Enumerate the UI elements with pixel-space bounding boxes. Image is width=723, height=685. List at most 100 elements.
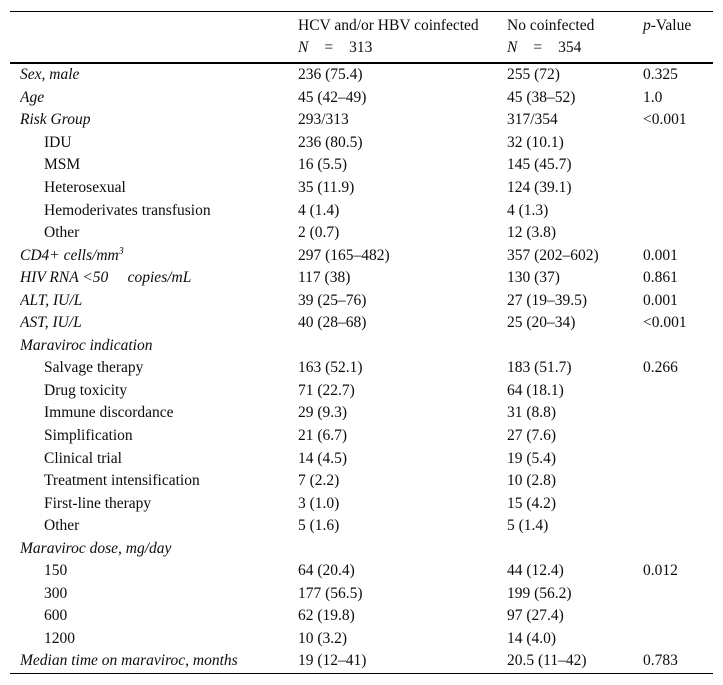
row-label: Salvage therapy bbox=[20, 359, 298, 377]
cell-coinfected: 45 (42–49) bbox=[298, 88, 367, 106]
header-nocoinfected-title: No coinfected bbox=[507, 17, 595, 34]
row-label: CD4+ cells/mm3 bbox=[20, 247, 298, 265]
row-label-text: Clinical trial bbox=[44, 449, 122, 467]
row-label: HIV RNA <50 copies/mL bbox=[20, 269, 298, 287]
cell-nocoinfected: 124 (39.1) bbox=[507, 179, 572, 196]
cell-nocoinfected: 145 (45.7) bbox=[507, 156, 572, 174]
cell-nocoinfected: 255 (72) bbox=[507, 66, 560, 84]
row-label: Median time on maraviroc, months bbox=[20, 652, 298, 670]
cell-coinfected: 297 (165–482) bbox=[298, 246, 390, 264]
row-label: 1200 bbox=[20, 630, 298, 648]
n-value: 313 bbox=[349, 39, 373, 56]
cell-coinfected: 4 (1.4) bbox=[298, 201, 340, 219]
cell-coinfected: 16 (5.5) bbox=[298, 156, 348, 174]
row-label-text: Risk Group bbox=[20, 111, 91, 129]
cell-coinfected: 3 (1.0) bbox=[298, 494, 340, 512]
cell-nocoinfected: 130 (37) bbox=[507, 269, 560, 287]
table-row: Clinical trial 14 (4.5) 19 (5.4) bbox=[10, 447, 713, 470]
table-row: Maraviroc dose, mg/day bbox=[10, 537, 713, 560]
cell-pvalue: 0.001 bbox=[643, 291, 678, 309]
row-label: Maraviroc dose, mg/day bbox=[20, 540, 298, 558]
cell-pvalue: 0.783 bbox=[643, 652, 678, 670]
n-value: 354 bbox=[558, 39, 582, 56]
row-label-text: IDU bbox=[44, 133, 72, 151]
cell-pvalue: 0.001 bbox=[643, 246, 678, 264]
cell-coinfected: 14 (4.5) bbox=[298, 449, 348, 467]
cell-coinfected: 35 (11.9) bbox=[298, 179, 355, 196]
header-nocoinfected-n: N = 354 bbox=[507, 38, 643, 58]
cell-pvalue: 0.325 bbox=[643, 66, 678, 84]
pvalue-rest: -Value bbox=[650, 17, 692, 34]
cell-coinfected: 7 (2.2) bbox=[298, 472, 340, 490]
row-label: Sex, male bbox=[20, 66, 298, 84]
equals-sign: = bbox=[324, 39, 334, 56]
row-label-superscript: 3 bbox=[118, 246, 124, 257]
row-label: Age bbox=[20, 89, 298, 107]
table-row: Sex, male 236 (75.4) 255 (72) 0.325 bbox=[10, 64, 713, 87]
cell-coinfected: 236 (80.5) bbox=[298, 133, 363, 151]
header-col-pvalue: p-Value bbox=[643, 16, 713, 36]
row-label: MSM bbox=[20, 156, 298, 174]
row-label-text: Age bbox=[20, 88, 45, 106]
cell-coinfected: 293/313 bbox=[298, 111, 349, 129]
cell-nocoinfected: 317/354 bbox=[507, 111, 558, 129]
row-label-text: 300 bbox=[44, 584, 68, 602]
row-label-text: 600 bbox=[44, 607, 68, 625]
table-body: Sex, male 236 (75.4) 255 (72) 0.325 Age 45 (4… bbox=[10, 64, 713, 673]
cell-pvalue: 0.266 bbox=[643, 359, 678, 377]
row-label-text: HIV RNA <50 copies/mL bbox=[20, 269, 192, 287]
row-label-text: 1200 bbox=[44, 629, 75, 647]
row-label: Simplification bbox=[20, 427, 298, 445]
cell-nocoinfected: 32 (10.1) bbox=[507, 133, 564, 151]
row-label-text: Immune discordance bbox=[44, 404, 174, 422]
table-row: 150 64 (20.4) 44 (12.4) 0.012 bbox=[10, 560, 713, 583]
table-row: 600 62 (19.8) 97 (27.4) bbox=[10, 605, 713, 628]
cell-coinfected: 19 (12–41) bbox=[298, 652, 367, 670]
row-label-text: Simplification bbox=[44, 427, 133, 445]
row-label-text: MSM bbox=[44, 156, 81, 174]
row-label: Hemoderivates transfusion bbox=[20, 202, 298, 220]
table-row: 1200 10 (3.2) 14 (4.0) bbox=[10, 628, 713, 651]
table-row: MSM 16 (5.5) 145 (45.7) bbox=[10, 154, 713, 177]
n-symbol: N bbox=[298, 39, 309, 56]
table-row: Simplification 21 (6.7) 27 (7.6) bbox=[10, 425, 713, 448]
row-label-text: Maraviroc indication bbox=[20, 336, 153, 354]
row-label: Heterosexual bbox=[20, 179, 298, 197]
row-label-text: ALT, IU/L bbox=[20, 291, 83, 309]
table-row: Other 2 (0.7) 12 (3.8) bbox=[10, 222, 713, 245]
table-row: Age 45 (42–49) 45 (38–52) 1.0 bbox=[10, 87, 713, 110]
cell-nocoinfected: 27 (19–39.5) bbox=[507, 291, 588, 309]
cell-nocoinfected: 199 (56.2) bbox=[507, 584, 572, 602]
row-label-text: Maraviroc dose, mg/day bbox=[20, 539, 172, 557]
cell-nocoinfected: 10 (2.8) bbox=[507, 472, 557, 490]
row-label: ALT, IU/L bbox=[20, 292, 298, 310]
n-symbol: N bbox=[507, 39, 518, 56]
cell-nocoinfected: 12 (3.8) bbox=[507, 224, 557, 242]
cell-pvalue: 0.012 bbox=[643, 562, 678, 580]
pvalue-p: p bbox=[643, 17, 651, 34]
row-label: Risk Group bbox=[20, 111, 298, 129]
cell-nocoinfected: 45 (38–52) bbox=[507, 88, 576, 106]
cell-nocoinfected: 97 (27.4) bbox=[507, 607, 564, 625]
cell-coinfected: 40 (28–68) bbox=[298, 314, 367, 332]
patient-characteristics-table: HCV and/or HBV coinfected N = 313 No coinf… bbox=[10, 11, 713, 674]
cell-coinfected: 71 (22.7) bbox=[298, 381, 355, 399]
table-row: 300 177 (56.5) 199 (56.2) bbox=[10, 583, 713, 606]
row-label: Clinical trial bbox=[20, 450, 298, 468]
cell-nocoinfected: 27 (7.6) bbox=[507, 427, 557, 445]
row-label-text: Drug toxicity bbox=[44, 381, 128, 399]
cell-coinfected: 163 (52.1) bbox=[298, 359, 363, 377]
table-row: IDU 236 (80.5) 32 (10.1) bbox=[10, 132, 713, 155]
cell-coinfected: 117 (38) bbox=[298, 269, 351, 287]
cell-pvalue: <0.001 bbox=[643, 314, 687, 332]
cell-coinfected: 5 (1.6) bbox=[298, 517, 340, 535]
table-row: HIV RNA <50 copies/mL 117 (38) 130 (37) 0.8… bbox=[10, 267, 713, 290]
table-row: Median time on maraviroc, months 19 (12–4… bbox=[10, 650, 713, 673]
row-label-text: Heterosexual bbox=[44, 179, 126, 196]
table-header-row: HCV and/or HBV coinfected N = 313 No coinf… bbox=[10, 12, 713, 64]
row-label-text: Other bbox=[44, 224, 80, 242]
table-row: Treatment intensification 7 (2.2) 10 (2.8) bbox=[10, 470, 713, 493]
table-row: Other 5 (1.6) 5 (1.4) bbox=[10, 515, 713, 538]
row-label-text: Sex, male bbox=[20, 66, 80, 84]
cell-pvalue: <0.001 bbox=[643, 111, 687, 129]
